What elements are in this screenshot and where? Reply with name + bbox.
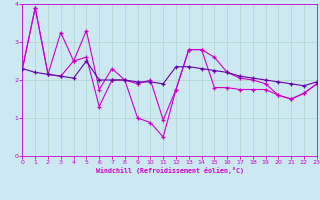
X-axis label: Windchill (Refroidissement éolien,°C): Windchill (Refroidissement éolien,°C) bbox=[96, 167, 244, 174]
